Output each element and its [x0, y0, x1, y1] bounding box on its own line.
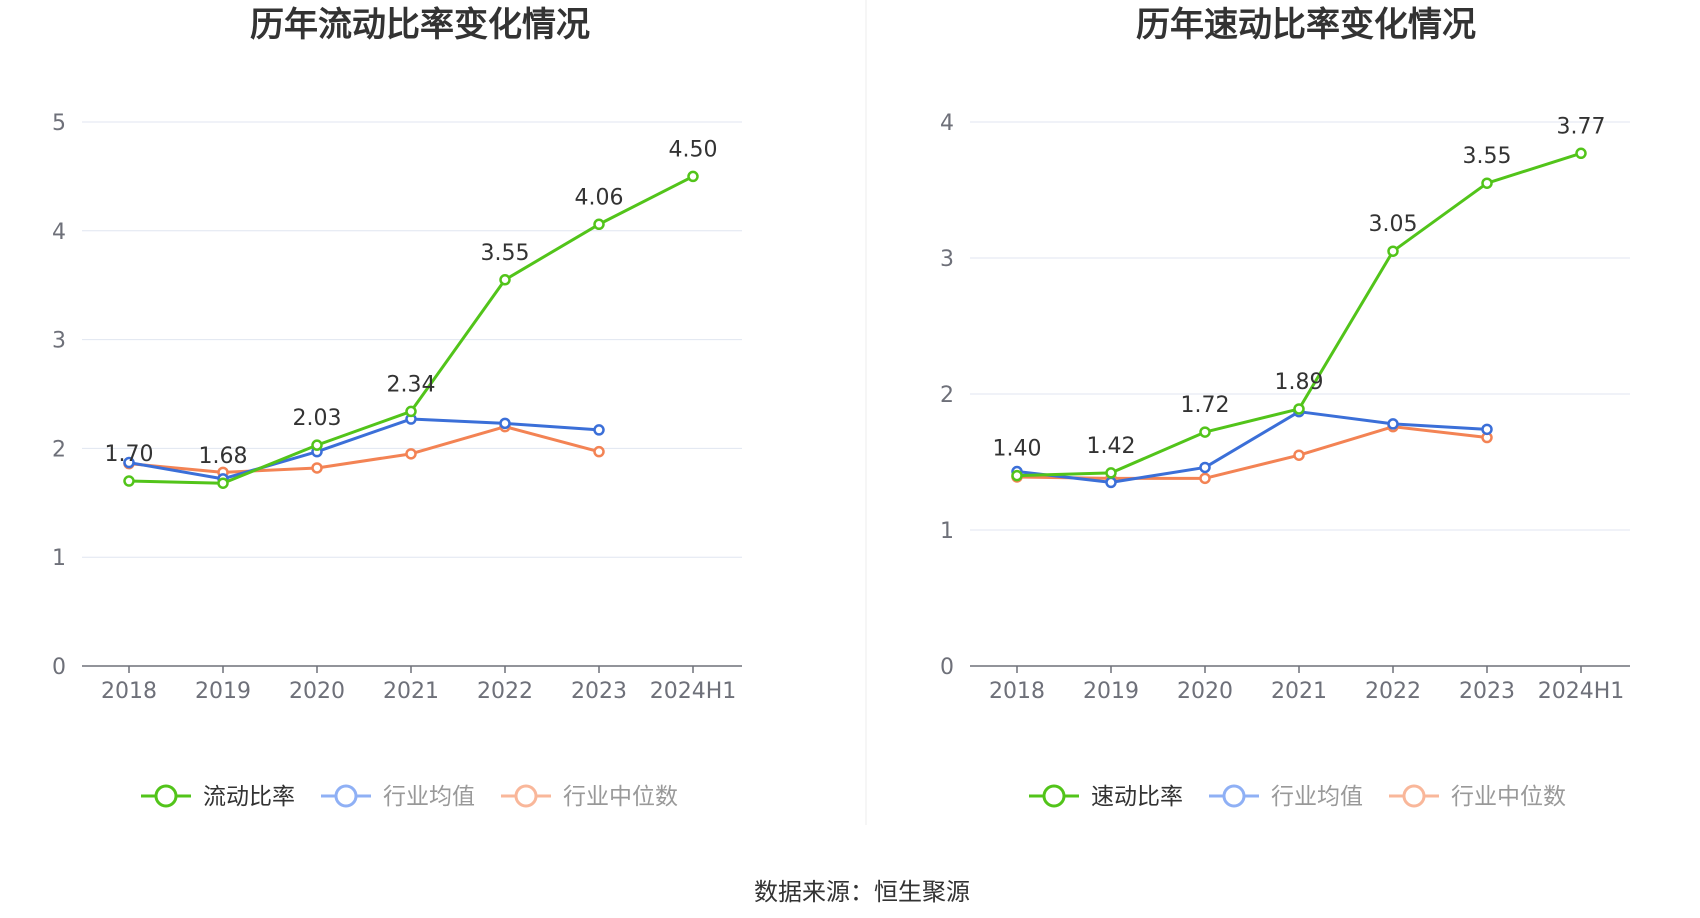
chart-title: 历年速动比率变化情况: [1136, 5, 1476, 45]
x-tick-label: 2019: [1083, 679, 1139, 704]
legend-label: 行业均值: [383, 784, 475, 810]
data-label: 1.89: [1275, 370, 1324, 395]
series-line-main: [128, 175, 694, 485]
y-tick-label: 3: [52, 329, 66, 354]
data-point-main[interactable]: [1387, 245, 1399, 257]
data-point-avg[interactable]: [1387, 418, 1399, 430]
y-tick-label: 4: [940, 111, 954, 136]
x-tick-label: 2018: [989, 679, 1045, 704]
legend-label: 流动比率: [203, 784, 295, 810]
data-point-median[interactable]: [1293, 449, 1305, 461]
x-tick-label: 2021: [1271, 679, 1327, 704]
legend-item-median[interactable]: 行业中位数: [501, 784, 678, 810]
data-label: 1.42: [1087, 434, 1136, 459]
series-line-avg: [1016, 410, 1488, 484]
series-line-main: [1016, 151, 1582, 478]
series-line-median: [1016, 425, 1488, 480]
legend-swatch-marker: [154, 784, 178, 808]
legend-swatch-marker: [1222, 784, 1246, 808]
legend-item-median[interactable]: 行业中位数: [1389, 784, 1566, 810]
data-point-avg[interactable]: [499, 417, 511, 430]
data-point-main[interactable]: [123, 475, 135, 487]
data-label: 2.34: [387, 372, 436, 397]
y-tick-label: 3: [940, 247, 954, 272]
x-tick-label: 2021: [383, 679, 439, 704]
data-label: 2.03: [293, 406, 342, 431]
data-label: 4.50: [669, 137, 718, 162]
data-label: 3.55: [481, 241, 530, 266]
x-tick-label: 2022: [1365, 679, 1421, 704]
series-line-avg: [128, 417, 600, 481]
legend-swatch-marker: [514, 784, 538, 808]
data-point-avg[interactable]: [1199, 461, 1211, 474]
legend-item-main[interactable]: 速动比率: [1029, 784, 1183, 810]
data-label: 1.68: [199, 444, 248, 469]
data-point-median[interactable]: [1199, 472, 1211, 485]
data-point-main[interactable]: [311, 439, 323, 451]
data-point-main[interactable]: [1011, 469, 1023, 482]
x-tick-label: 2020: [289, 679, 345, 704]
legend-swatch-marker: [1042, 784, 1066, 808]
quick-ratio-chart: 历年速动比率变化情况 0 1 2 3 4 2018 2019 2020 2021 2022 2023 2…: [940, 5, 1630, 810]
data-point-main[interactable]: [1293, 403, 1305, 415]
y-tick-label: 1: [940, 519, 954, 544]
data-point-main[interactable]: [1105, 467, 1117, 479]
data-label: 3.55: [1463, 144, 1512, 169]
data-point-median[interactable]: [405, 448, 417, 460]
y-tick-label: 0: [940, 655, 954, 680]
current-ratio-chart: 历年流动比率变化情况 0 1 2 3 4 5 2018 2019 2020 2021 2022 2023…: [52, 5, 742, 810]
legend-item-avg[interactable]: 行业均值: [321, 784, 475, 810]
data-point-avg[interactable]: [1481, 423, 1493, 436]
data-point-main[interactable]: [1199, 426, 1211, 438]
data-label: 1.70: [105, 442, 154, 467]
x-tick-label: 2019: [195, 679, 251, 704]
x-tick-label: 2022: [477, 679, 533, 704]
y-tick-label: 2: [940, 383, 954, 408]
data-label: 3.77: [1557, 114, 1606, 139]
x-tick-label: 2024H1: [650, 679, 737, 704]
data-label: 3.05: [1369, 212, 1418, 237]
x-tick-label: 2024H1: [1538, 679, 1625, 704]
chart-title: 历年流动比率变化情况: [250, 5, 590, 45]
data-label: 1.72: [1181, 393, 1230, 418]
legend-swatch-marker: [1402, 784, 1426, 808]
legend-item-main[interactable]: 流动比率: [141, 784, 295, 810]
x-tick-label: 2023: [1459, 679, 1515, 704]
legend-swatch-marker: [334, 784, 358, 808]
legend-item-avg[interactable]: 行业均值: [1209, 784, 1363, 810]
data-point-avg[interactable]: [1105, 476, 1117, 489]
data-point-main[interactable]: [499, 274, 511, 286]
x-tick-label: 2023: [571, 679, 627, 704]
y-tick-label: 0: [52, 655, 66, 680]
data-point-main[interactable]: [1575, 147, 1587, 160]
data-label: 4.06: [575, 185, 624, 210]
legend-label: 速动比率: [1091, 784, 1183, 810]
legend-label: 行业中位数: [563, 784, 678, 810]
legend-label: 行业均值: [1271, 784, 1363, 810]
y-tick-label: 2: [52, 437, 66, 462]
data-point-median[interactable]: [311, 462, 323, 474]
data-point-avg[interactable]: [593, 424, 605, 436]
data-point-main[interactable]: [217, 477, 229, 489]
y-tick-label: 4: [52, 220, 66, 245]
data-source: 数据来源：恒生聚源: [754, 878, 970, 906]
series-line-median: [128, 425, 600, 474]
data-point-main[interactable]: [405, 405, 417, 418]
data-label: 1.40: [993, 437, 1042, 462]
legend-label: 行业中位数: [1451, 784, 1566, 810]
x-tick-label: 2018: [101, 679, 157, 704]
data-point-main[interactable]: [593, 218, 605, 231]
data-point-avg[interactable]: [123, 456, 135, 469]
data-point-median[interactable]: [593, 445, 605, 458]
y-tick-label: 5: [52, 111, 66, 136]
data-point-main[interactable]: [687, 170, 699, 183]
x-tick-label: 2020: [1177, 679, 1233, 704]
data-point-main[interactable]: [1481, 177, 1493, 189]
y-tick-label: 1: [52, 546, 66, 571]
